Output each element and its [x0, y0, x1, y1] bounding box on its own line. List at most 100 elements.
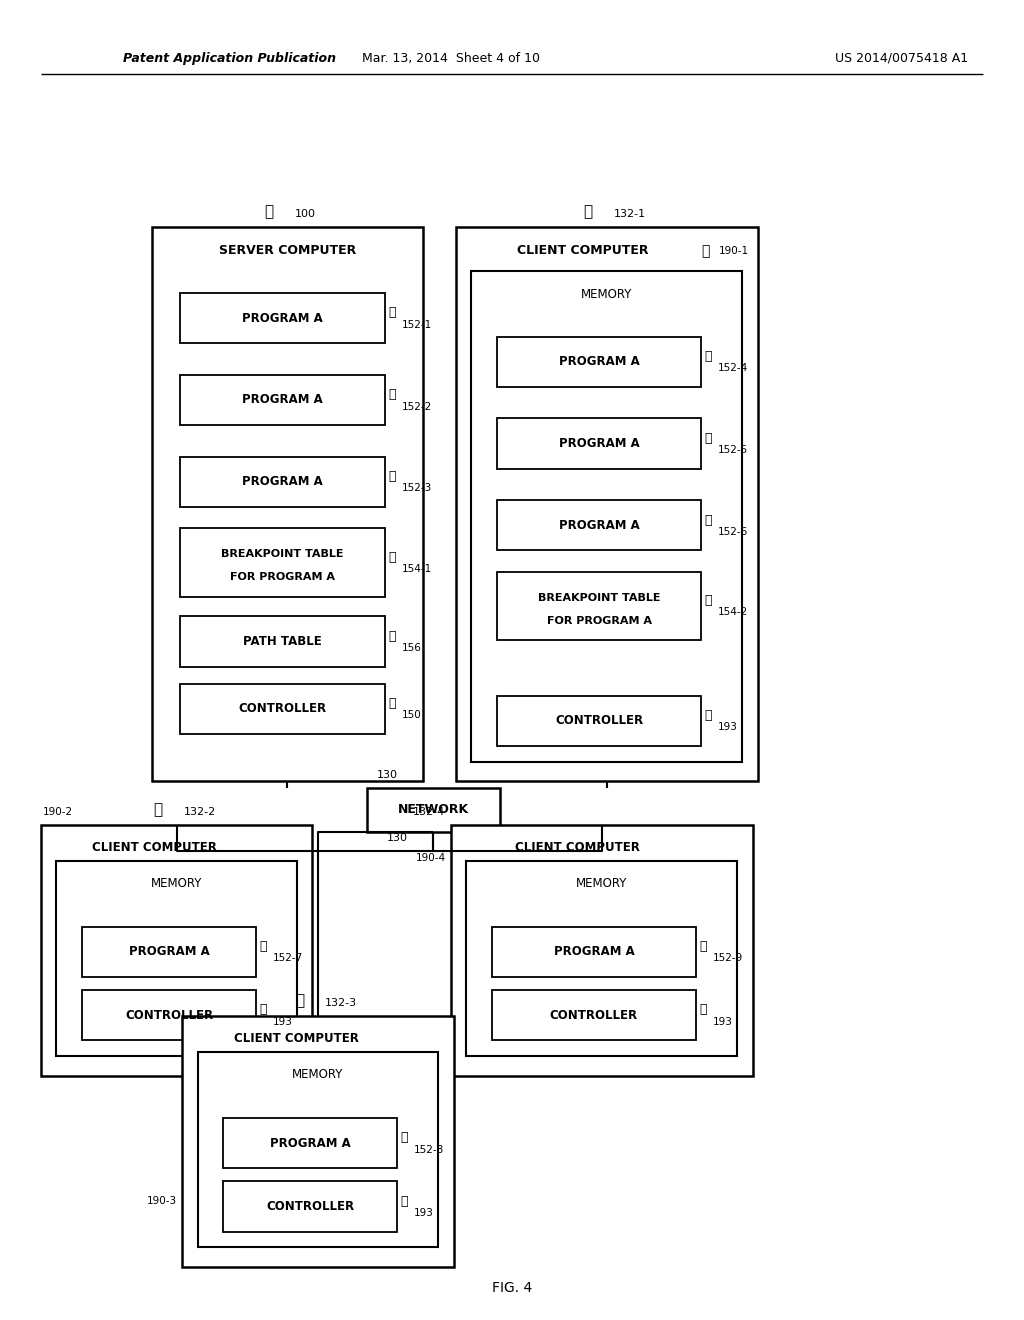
Text: SERVER COMPUTER: SERVER COMPUTER — [218, 244, 356, 257]
Text: ⌣: ⌣ — [388, 630, 395, 643]
Text: CONTROLLER: CONTROLLER — [555, 714, 643, 727]
Text: 152-9: 152-9 — [713, 953, 743, 964]
Text: FIG. 4: FIG. 4 — [492, 1282, 532, 1295]
Text: PROGRAM A: PROGRAM A — [554, 945, 634, 958]
Text: 100: 100 — [295, 209, 315, 219]
Text: 154-1: 154-1 — [401, 564, 432, 574]
Text: MEMORY: MEMORY — [581, 288, 633, 301]
Text: MEMORY: MEMORY — [575, 876, 628, 890]
Text: PROGRAM A: PROGRAM A — [270, 1137, 350, 1150]
Text: Mar. 13, 2014  Sheet 4 of 10: Mar. 13, 2014 Sheet 4 of 10 — [361, 51, 540, 65]
Text: PROGRAM A: PROGRAM A — [559, 519, 639, 532]
Bar — [367, 788, 500, 832]
Text: CLIENT COMPUTER: CLIENT COMPUTER — [92, 841, 217, 854]
Bar — [223, 1181, 397, 1232]
Bar — [451, 825, 753, 1076]
Text: 152-8: 152-8 — [414, 1144, 444, 1155]
Text: ⌣: ⌣ — [259, 940, 266, 953]
Text: BREAKPOINT TABLE: BREAKPOINT TABLE — [221, 549, 344, 560]
Text: PROGRAM A: PROGRAM A — [559, 355, 639, 368]
Text: PROGRAM A: PROGRAM A — [243, 393, 323, 407]
Bar — [56, 861, 297, 1056]
Text: BREAKPOINT TABLE: BREAKPOINT TABLE — [538, 593, 660, 603]
Bar — [180, 457, 385, 507]
Text: CONTROLLER: CONTROLLER — [550, 1008, 638, 1022]
Text: 190-1: 190-1 — [719, 246, 749, 256]
Bar — [198, 1052, 438, 1247]
Bar — [456, 227, 758, 781]
Bar — [497, 696, 701, 746]
Text: ⌣: ⌣ — [705, 350, 712, 363]
Text: 190-2: 190-2 — [43, 807, 73, 817]
Text: PROGRAM A: PROGRAM A — [243, 312, 323, 325]
Text: 152-5: 152-5 — [718, 445, 749, 455]
Text: 152-1: 152-1 — [401, 319, 432, 330]
Bar — [466, 861, 737, 1056]
Text: 156: 156 — [401, 643, 421, 653]
Text: ⌢: ⌢ — [154, 803, 163, 817]
Bar — [152, 227, 423, 781]
Text: Patent Application Publication: Patent Application Publication — [123, 51, 336, 65]
Text: ⌣: ⌣ — [705, 432, 712, 445]
Text: PROGRAM A: PROGRAM A — [559, 437, 639, 450]
Text: 132-1: 132-1 — [614, 209, 646, 219]
Text: 132-3: 132-3 — [326, 998, 357, 1008]
Text: CLIENT COMPUTER: CLIENT COMPUTER — [233, 1032, 358, 1045]
Text: 150: 150 — [401, 710, 421, 721]
Text: 193: 193 — [718, 722, 737, 733]
Text: 152-4: 152-4 — [718, 363, 749, 374]
Text: ⌣: ⌣ — [388, 470, 395, 483]
Text: CLIENT COMPUTER: CLIENT COMPUTER — [515, 841, 640, 854]
Bar — [223, 1118, 397, 1168]
Text: FOR PROGRAM A: FOR PROGRAM A — [547, 616, 651, 626]
Bar — [180, 528, 385, 597]
Text: PROGRAM A: PROGRAM A — [243, 475, 323, 488]
Bar — [471, 271, 742, 762]
Bar — [492, 990, 696, 1040]
Text: 190-3: 190-3 — [147, 1196, 177, 1206]
Text: NETWORK: NETWORK — [397, 804, 469, 816]
Text: 152-7: 152-7 — [272, 953, 303, 964]
Text: ⌣: ⌣ — [388, 388, 395, 401]
Text: CONTROLLER: CONTROLLER — [239, 702, 327, 715]
Bar — [497, 572, 701, 640]
Bar — [492, 927, 696, 977]
Text: 132-2: 132-2 — [184, 807, 216, 817]
Text: 193: 193 — [713, 1016, 732, 1027]
Text: ⌣: ⌣ — [388, 550, 395, 564]
Text: PROGRAM A: PROGRAM A — [129, 945, 209, 958]
Bar — [497, 337, 701, 387]
Text: 152-6: 152-6 — [718, 527, 749, 537]
Text: ⌣: ⌣ — [400, 1195, 408, 1208]
Text: ⌣: ⌣ — [388, 697, 395, 710]
Text: ⌣: ⌣ — [259, 1003, 266, 1016]
Text: ⌣: ⌣ — [705, 513, 712, 527]
Bar — [180, 293, 385, 343]
Text: ⌣: ⌣ — [400, 1131, 408, 1144]
Text: CONTROLLER: CONTROLLER — [266, 1200, 354, 1213]
Text: 154-2: 154-2 — [718, 607, 749, 618]
Text: ⌣: ⌣ — [705, 594, 712, 607]
Text: 193: 193 — [272, 1016, 292, 1027]
Text: FOR PROGRAM A: FOR PROGRAM A — [230, 573, 335, 582]
Text: 193: 193 — [414, 1208, 433, 1218]
Bar — [82, 927, 256, 977]
Text: ⌢: ⌢ — [264, 205, 273, 219]
Text: ⌣: ⌣ — [388, 306, 395, 319]
Text: ⌣: ⌣ — [699, 1003, 707, 1016]
Text: ⌢: ⌢ — [295, 994, 304, 1008]
Text: ⌢: ⌢ — [584, 205, 593, 219]
Text: 152-3: 152-3 — [401, 483, 432, 494]
Text: 130: 130 — [386, 833, 408, 843]
Text: 190-4: 190-4 — [416, 853, 445, 863]
Bar — [180, 684, 385, 734]
Bar — [180, 375, 385, 425]
Text: PATH TABLE: PATH TABLE — [244, 635, 322, 648]
Text: 130: 130 — [377, 770, 398, 780]
Text: MEMORY: MEMORY — [292, 1068, 344, 1081]
Bar — [497, 500, 701, 550]
Bar — [180, 616, 385, 667]
Text: 152-2: 152-2 — [401, 401, 432, 412]
Text: ⌣: ⌣ — [705, 709, 712, 722]
Bar — [497, 418, 701, 469]
